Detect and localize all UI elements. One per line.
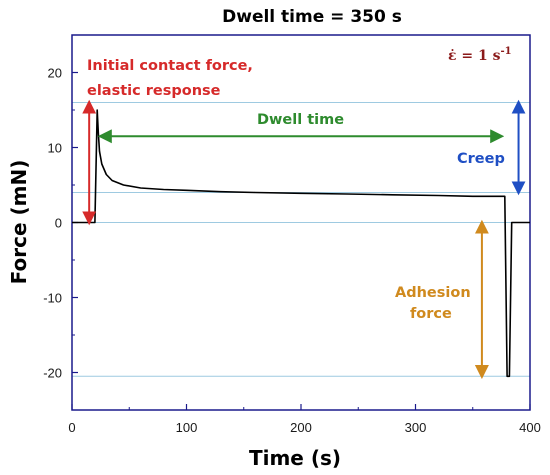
x-tick-label: 0 (68, 420, 75, 435)
x-tick-label: 200 (290, 420, 312, 435)
annotation-initial-contact-1: Initial contact force, (87, 58, 253, 74)
x-tick-label: 100 (176, 420, 198, 435)
strain-rate-label: ε̇ = 1 s-1 (448, 46, 512, 64)
x-tick-label: 400 (519, 420, 541, 435)
x-axis-title: Time (s) (249, 446, 341, 470)
y-tick-label: 10 (48, 141, 62, 156)
y-tick-label: -10 (43, 291, 62, 306)
chart-title: Dwell time = 350 s (222, 7, 402, 27)
y-axis-title: Force (mN) (7, 160, 31, 285)
reference-lines (72, 102, 530, 377)
y-tick-label: 0 (55, 216, 62, 231)
annotation-adhesion-1: Adhesion (395, 285, 471, 301)
x-tick-label: 300 (405, 420, 427, 435)
annotation-dwell-time: Dwell time (257, 112, 344, 128)
annotation-adhesion-2: force (410, 306, 452, 322)
series-line (72, 109, 530, 378)
x-axis-ticks: 0 100 200 300 400 (68, 404, 541, 435)
y-tick-label: 20 (48, 66, 62, 81)
annotation-initial-contact-2: elastic response (87, 83, 221, 99)
annotation-creep: Creep (457, 151, 505, 167)
y-tick-label: -20 (43, 366, 62, 381)
y-axis-ticks: 20 10 0 -10 -20 (43, 66, 78, 381)
